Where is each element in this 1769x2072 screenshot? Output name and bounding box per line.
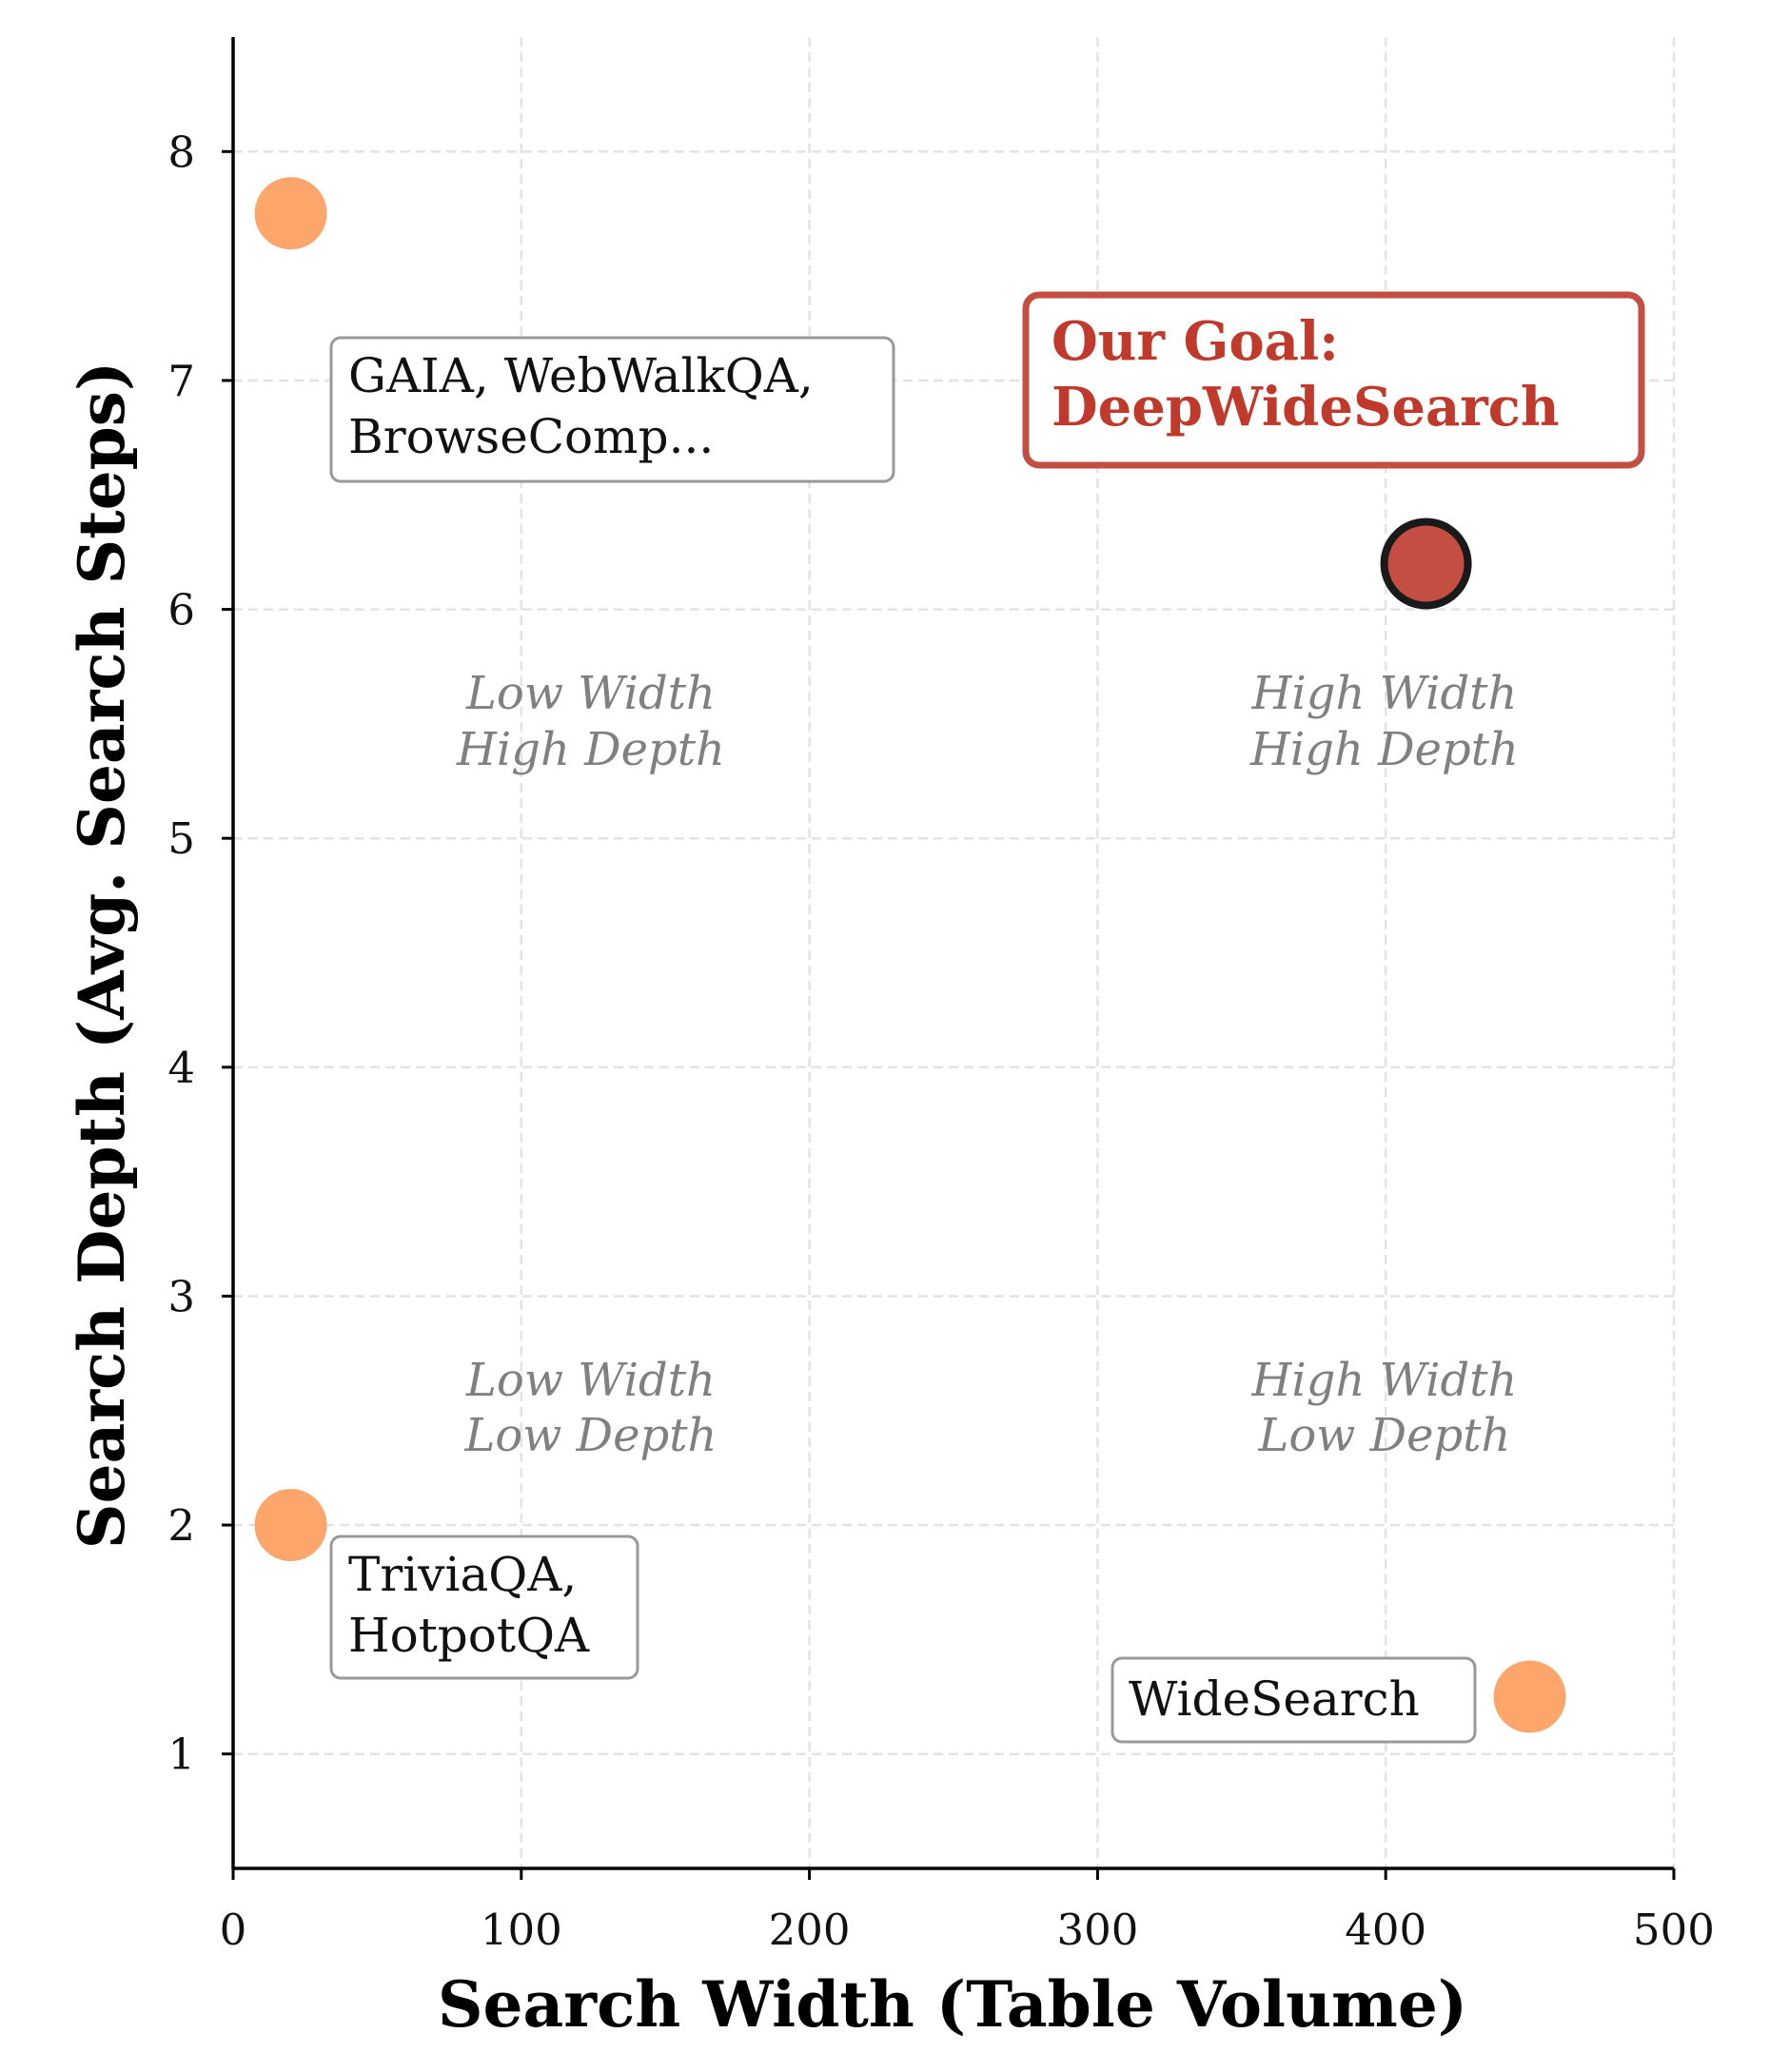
x-tick-label: 400 [1345, 1905, 1426, 1955]
annotation-box [1022, 291, 1645, 469]
annotation-text: BrowseComp... [348, 409, 714, 464]
annotation-text: TriviaQA, [348, 1547, 577, 1602]
quadrant-label: High Width [1251, 1354, 1518, 1407]
y-tick-label: 7 [167, 356, 195, 406]
quadrant-label: High Depth [456, 723, 725, 776]
y-tick-label: 8 [167, 127, 195, 177]
quadrant-label: High Depth [1249, 723, 1519, 776]
x-tick-label: 100 [481, 1905, 562, 1955]
data-point [1380, 518, 1472, 610]
data-point [254, 177, 327, 250]
annotation-box [1111, 1656, 1477, 1744]
y-tick-label: 3 [167, 1271, 195, 1321]
annotation-box [329, 336, 895, 483]
quadrant-label: High Width [1251, 667, 1518, 720]
quadrant-label: Low Width [465, 667, 716, 720]
quadrant-labels: Low Width High Depth High Width High Dep… [456, 667, 1519, 1462]
x-tick-label: 500 [1633, 1905, 1715, 1955]
y-tick-label: 2 [167, 1500, 195, 1551]
annotation-text: GAIA, WebWalkQA, [348, 348, 814, 403]
annotation-text: HotpotQA [348, 1608, 590, 1663]
annotation-box [329, 1534, 639, 1680]
annotation-text: Our Goal: [1052, 310, 1339, 373]
points [254, 177, 1566, 1733]
x-axis-title: Search Width (Table Volume) [438, 1967, 1467, 2042]
annotation-text: WideSearch [1129, 1671, 1420, 1727]
x-tick-label: 300 [1056, 1905, 1138, 1955]
quadrant-label: Low Depth [464, 1409, 717, 1462]
quadrant-label: Low Depth [1258, 1409, 1511, 1462]
quadrant-label: Low Width [465, 1354, 716, 1407]
annotation-trivia: TriviaQA, HotpotQA [329, 1534, 639, 1680]
annotation-text: DeepWideSearch [1052, 376, 1560, 439]
annotation-gaia: GAIA, WebWalkQA, BrowseComp... [329, 336, 895, 483]
x-tick-label: 0 [220, 1905, 247, 1955]
x-tick-label: 200 [769, 1905, 851, 1955]
y-tick-label: 6 [167, 585, 195, 635]
y-tick-label: 1 [167, 1730, 195, 1780]
data-point [254, 1489, 327, 1562]
axes: 0 100 200 300 400 500 1 2 3 4 5 6 7 8 [167, 37, 1715, 1955]
y-tick-label: 5 [167, 813, 195, 864]
y-axis-title: Search Depth (Avg. Search Steps) [65, 362, 139, 1549]
y-tick-label: 4 [167, 1043, 195, 1093]
annotation-widesearch: WideSearch [1111, 1656, 1477, 1744]
data-point [1493, 1660, 1566, 1733]
annotation-our-goal: Our Goal: DeepWideSearch [1022, 291, 1645, 469]
